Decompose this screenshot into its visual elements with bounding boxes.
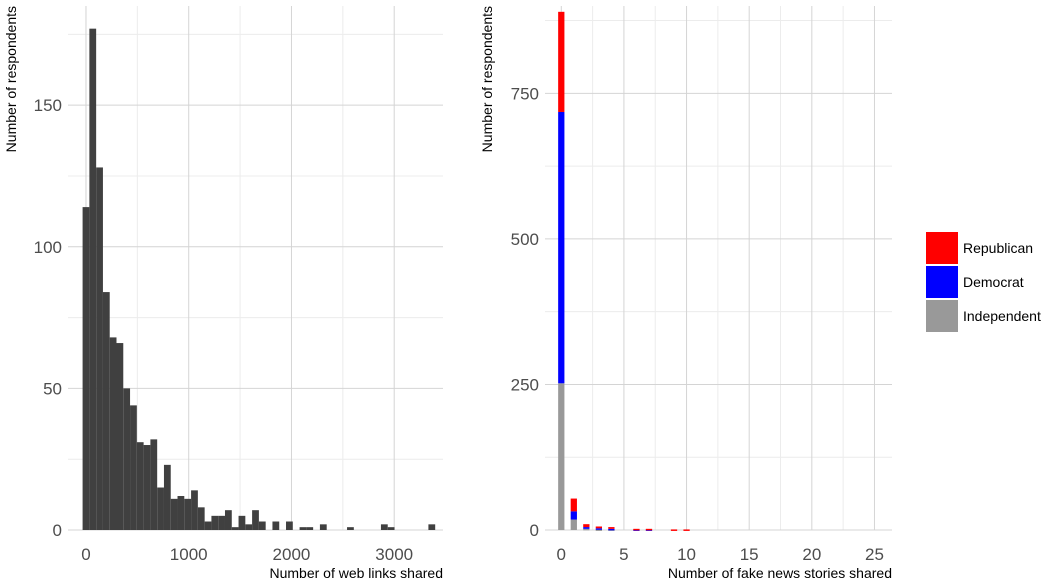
histogram-bar (224, 510, 232, 530)
histogram-bar (218, 515, 225, 530)
bar-segment-democrat (608, 528, 615, 531)
histogram-bar (197, 507, 205, 530)
x-axis-title: Number of fake news stories shared (668, 565, 892, 581)
bar-segment-republican (570, 498, 577, 512)
histogram-bar (299, 527, 307, 530)
histogram-bar (89, 28, 97, 531)
bars (82, 28, 436, 531)
histogram-bar (136, 442, 144, 530)
histogram-bar (184, 498, 192, 530)
histogram-bar (116, 343, 124, 530)
histogram-bar (109, 337, 117, 530)
histogram-bar (177, 496, 185, 530)
legend-key-democrat (926, 266, 958, 298)
histogram-bar (258, 521, 266, 530)
legend-key-republican (926, 232, 958, 264)
histogram-bar (143, 445, 151, 530)
y-tick-label: 250 (511, 375, 539, 394)
legend: Republican Democrat Independent (926, 232, 1041, 332)
x-tick-label: 25 (865, 545, 884, 564)
histogram-bar (347, 527, 354, 530)
bar-segment-republican (608, 527, 615, 529)
y-tick-label: 500 (511, 230, 539, 249)
bar-segment-democrat (595, 528, 602, 530)
histogram-bar (82, 207, 90, 530)
histogram-bar (163, 464, 171, 530)
histogram-bar (238, 515, 246, 530)
bar-segment-republican (645, 528, 653, 531)
histogram-bar (170, 498, 178, 530)
legend-item-democrat: Democrat (926, 266, 1024, 298)
legend-label: Democrat (963, 274, 1024, 290)
bars (558, 11, 690, 531)
y-tick-label: 50 (43, 379, 62, 398)
bar-segment-democrat (558, 111, 565, 384)
y-tick-label: 0 (530, 521, 539, 540)
x-axis-title: Number of web links shared (269, 565, 443, 581)
bar-segment-democrat (583, 527, 590, 529)
y-tick-label: 750 (511, 84, 539, 103)
legend-item-republican: Republican (926, 232, 1033, 264)
x-tick-label: 0 (557, 545, 566, 564)
legend-label: Republican (963, 240, 1033, 256)
y-tick-label: 150 (34, 96, 62, 115)
bar-segment-republican (683, 529, 690, 531)
x-tick-label: 0 (81, 545, 90, 564)
histogram-bar (387, 527, 395, 530)
bar-segment-democrat (570, 511, 577, 520)
histogram-bar (306, 527, 314, 530)
histogram-bar (191, 490, 198, 530)
histogram-bar (157, 487, 164, 530)
y-tick-label: 100 (34, 238, 62, 257)
x-tick-label: 15 (740, 545, 759, 564)
legend-item-independent: Independent (926, 300, 1041, 332)
histogram-bar (286, 521, 293, 530)
histogram-bar (245, 524, 253, 530)
bar-segment-republican (633, 528, 640, 531)
legend-key-independent (926, 300, 958, 332)
bar-segment-independent (558, 383, 565, 530)
histogram-bar (102, 292, 110, 530)
x-tick-label: 1000 (170, 545, 208, 564)
y-tick-label: 0 (53, 521, 62, 540)
histogram-bar (380, 524, 388, 530)
y-axis-title: Number of respondents (479, 6, 495, 152)
bar-segment-republican (558, 11, 565, 112)
x-tick-label: 2000 (273, 545, 311, 564)
x-tick-label: 10 (677, 545, 696, 564)
histogram-bar (130, 405, 137, 530)
bar-segment-independent (583, 528, 590, 531)
legend-label: Independent (963, 308, 1041, 324)
histogram-bar (123, 388, 131, 530)
histogram-bar (231, 527, 239, 530)
bar-segment-independent (570, 519, 577, 530)
bar-segment-independent (595, 529, 602, 531)
histogram-bar (211, 515, 219, 530)
histogram-bar (319, 524, 327, 530)
bar-segment-republican (595, 526, 602, 529)
y-axis-title: Number of respondents (3, 6, 19, 152)
histogram-bar (252, 510, 259, 530)
x-tick-label: 5 (619, 545, 628, 564)
histogram-bar (204, 521, 212, 530)
histogram-bar (150, 439, 158, 530)
histogram-bar (272, 521, 280, 530)
x-tick-label: 3000 (375, 545, 413, 564)
panel-1: 0 1000 2000 3000 0 50 100 150 Number of web link… (3, 6, 443, 581)
x-tick-label: 20 (802, 545, 821, 564)
histogram-bar (428, 524, 436, 530)
bar-segment-republican (670, 529, 678, 531)
bar-segment-republican (583, 524, 590, 528)
histogram-bar (96, 167, 103, 530)
